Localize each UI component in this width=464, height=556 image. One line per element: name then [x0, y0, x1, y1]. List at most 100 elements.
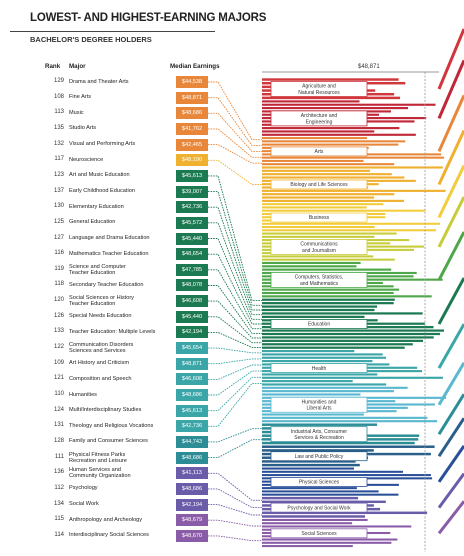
connector-line — [208, 97, 262, 147]
category-bar — [262, 140, 406, 143]
category-bar — [262, 232, 397, 235]
category-label-box — [270, 272, 368, 288]
rank-cell: 115 — [54, 516, 64, 523]
earnings-cell: $47,785 — [176, 263, 208, 276]
category-bar — [262, 493, 399, 496]
rank-cell: 125 — [53, 218, 64, 225]
category-bar — [262, 339, 423, 342]
major-cell: Fine Arts — [69, 94, 92, 101]
earnings-cell: $41,113 — [176, 467, 208, 480]
rank-cell: 136 — [53, 469, 64, 476]
major-cell: Drama and Theater Arts — [69, 78, 129, 85]
rank-cell: 123 — [53, 171, 64, 178]
connector-line — [208, 300, 262, 339]
category-bar — [262, 288, 400, 291]
major-cell: Neuroscience — [69, 156, 104, 163]
major-cell: Mathematics Teacher Education — [69, 250, 149, 257]
category-bar — [262, 156, 445, 159]
category-label: and Mathematics — [300, 281, 339, 287]
category-bar — [262, 423, 378, 426]
category-label: Natural Resources — [298, 90, 340, 96]
category-bar — [262, 463, 360, 467]
rank-cell: 129 — [53, 78, 64, 84]
category-bar — [262, 291, 394, 295]
major-cell: Special Needs Education — [69, 313, 132, 320]
category-bar — [262, 441, 415, 445]
category-bar — [262, 143, 399, 146]
earnings-cell: $48,670 — [176, 529, 208, 542]
major-cell: Composition and Speech — [69, 375, 132, 382]
connector-line — [208, 285, 262, 334]
major-header: Major — [69, 63, 86, 70]
category-bar — [262, 380, 353, 383]
category-bar — [262, 130, 375, 133]
fan-line — [437, 196, 464, 248]
category-label: Agriculture and — [302, 84, 336, 90]
category-bar — [262, 312, 423, 315]
connector-line — [208, 253, 262, 325]
category-bar — [262, 173, 392, 176]
category-label-box — [270, 319, 368, 329]
category-bar — [262, 127, 400, 130]
earnings-cell: $39,007 — [176, 185, 208, 198]
earnings-cell: $45,613 — [176, 169, 208, 182]
category-label-box — [270, 179, 368, 190]
rank-cell: 121 — [53, 375, 64, 382]
earnings-cell: $48,686 — [176, 482, 208, 495]
reference-line-label: $48,871 — [358, 64, 380, 70]
fan-line — [437, 417, 464, 458]
rank-cell: 109 — [53, 359, 64, 366]
category-bar — [262, 413, 364, 416]
connector-line — [208, 128, 262, 158]
category-bar — [262, 525, 412, 528]
major-cell: Family and Consumer Sciences — [69, 438, 148, 445]
category-bar — [262, 332, 441, 336]
category-bar — [262, 515, 365, 518]
rank-cell: 108 — [53, 93, 64, 100]
category-bar — [262, 353, 383, 356]
category-bar — [262, 229, 436, 232]
connector-line — [208, 376, 262, 412]
category-bar — [262, 199, 404, 202]
category-label-box — [270, 110, 368, 127]
rank-cell: 117 — [54, 156, 64, 163]
earnings-cell: $42,736 — [176, 201, 208, 214]
category-bar — [262, 511, 428, 515]
connector-line — [208, 175, 262, 302]
earnings-cell: $45,440 — [176, 232, 208, 245]
category-bar — [262, 518, 368, 521]
major-cell: Language and Drama Education — [69, 235, 150, 241]
category-bar — [262, 390, 394, 393]
category-label: Humanities and — [302, 400, 337, 406]
category-label-box — [270, 477, 368, 487]
category-bar — [262, 176, 405, 179]
category-bar — [262, 235, 375, 238]
category-bar — [262, 258, 395, 261]
fan-line — [437, 323, 464, 369]
earnings-cell: $45,572 — [176, 216, 208, 229]
major-cell: Music — [69, 109, 84, 116]
earnings-cell: $48,686 — [176, 451, 208, 464]
category-bar — [262, 107, 408, 110]
major-cell: Social Sciences or History Teacher Educat… — [69, 295, 134, 308]
major-cell: Early Childhood Education — [69, 188, 135, 195]
category-bar — [262, 103, 436, 106]
major-cell: Psychology — [69, 485, 98, 492]
category-bar — [262, 100, 360, 103]
category-label: Liberal Arts — [306, 406, 332, 412]
category-bar — [262, 538, 398, 541]
rank-header: Rank — [45, 63, 61, 70]
earnings-cell: $48,679 — [176, 514, 208, 527]
rank-cell: 111 — [54, 453, 64, 460]
category-bar — [262, 206, 367, 209]
major-cell: Elementary Education — [69, 203, 124, 210]
category-bar — [262, 376, 443, 379]
rank-cell: 131 — [53, 422, 64, 429]
earnings-cell: $42,194 — [176, 326, 208, 339]
category-bar — [262, 166, 443, 169]
rank-cell: 110 — [54, 391, 64, 397]
category-label: Communications — [300, 242, 338, 248]
connector-line — [208, 370, 262, 396]
connector-line — [208, 364, 262, 380]
